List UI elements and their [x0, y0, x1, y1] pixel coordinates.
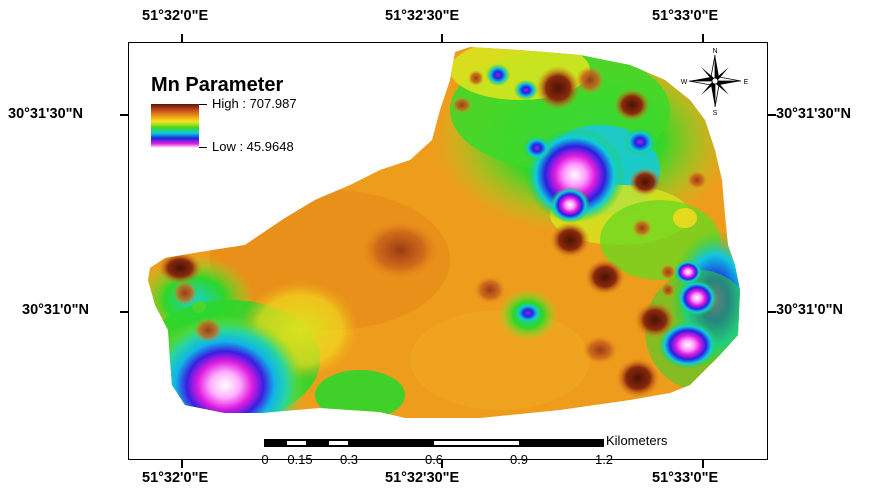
- bottom-coord-label: 51°32'30"E: [385, 470, 460, 486]
- legend-tick: [199, 104, 207, 105]
- compass-w-label: W: [681, 79, 688, 86]
- compass-n-label: N: [712, 48, 717, 55]
- scale-tick-label: 1.2: [594, 452, 614, 467]
- top-coord-label: 51°33'0"E: [652, 8, 719, 24]
- scale-unit-label: Kilometers: [606, 433, 668, 448]
- right-coord-label: 30°31'0"N: [776, 302, 843, 318]
- scale-tick-label: 0: [261, 452, 269, 467]
- compass-rose-icon: N S E W: [681, 48, 749, 115]
- scale-tick-label: 0.9: [509, 452, 529, 467]
- frame-tick: [702, 460, 704, 468]
- frame-tick: [181, 34, 183, 42]
- legend-title: Mn Parameter: [151, 74, 284, 96]
- legend-color-ramp: [151, 104, 199, 148]
- right-coord-label: 30°31'30"N: [776, 106, 851, 122]
- compass-s-label: S: [713, 110, 718, 115]
- frame-tick: [768, 311, 776, 313]
- scale-tick-label: 0.6: [424, 452, 444, 467]
- top-coord-label: 51°32'0"E: [142, 8, 209, 24]
- scale-tick-label: 0.15: [287, 452, 313, 467]
- bottom-coord-label: 51°33'0"E: [652, 470, 719, 486]
- compass-e-label: E: [744, 79, 749, 86]
- scale-bar: [264, 439, 604, 447]
- left-coord-label: 30°31'0"N: [22, 302, 89, 318]
- frame-tick: [120, 114, 128, 116]
- frame-tick: [702, 34, 704, 42]
- top-coord-label: 51°32'30"E: [385, 8, 460, 24]
- frame-tick: [441, 34, 443, 42]
- frame-tick: [768, 114, 776, 116]
- frame-tick: [441, 460, 443, 468]
- legend-tick: [199, 147, 207, 148]
- frame-tick: [181, 460, 183, 468]
- scale-tick-label: 0.3: [339, 452, 359, 467]
- legend-high-label: High : 707.987: [212, 96, 297, 111]
- frame-tick: [120, 311, 128, 313]
- left-coord-label: 30°31'30"N: [8, 106, 83, 122]
- legend-low-label: Low : 45.9648: [212, 139, 294, 154]
- bottom-coord-label: 51°32'0"E: [142, 470, 209, 486]
